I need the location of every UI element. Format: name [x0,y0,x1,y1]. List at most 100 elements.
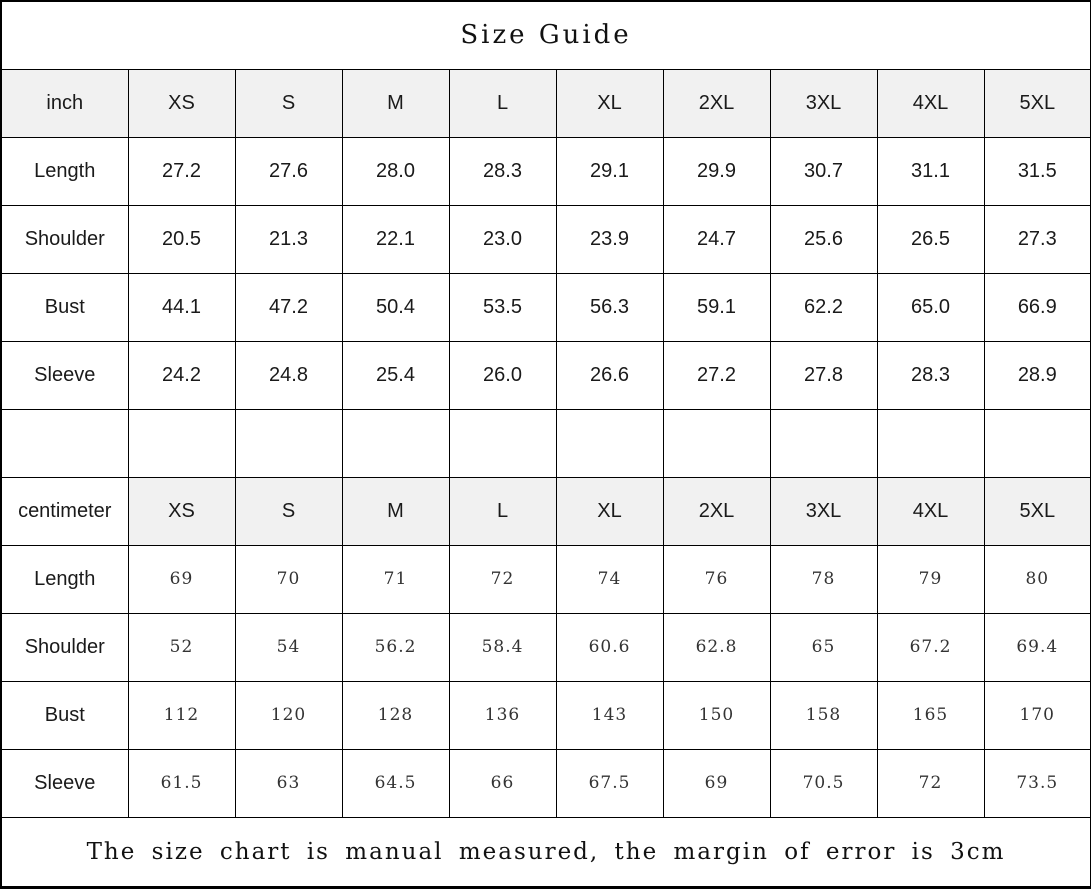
size-value: 62.8 [662,612,771,682]
size-value: 24.7 [662,204,771,274]
size-col-header: M [341,68,450,138]
unit-label-centimeter: centimeter [0,476,129,546]
table-row: Length 27.2 27.6 28.0 28.3 29.1 29.9 30.… [0,136,1091,206]
size-value: 28.9 [983,340,1091,410]
size-value: 165 [876,680,985,750]
size-value: 29.1 [555,136,664,206]
row-label: Shoulder [0,612,129,682]
size-col-header: L [448,68,557,138]
size-value: 24.2 [127,340,236,410]
size-value: 44.1 [127,272,236,342]
size-value: 62.2 [769,272,878,342]
inch-header-row: inch XS S M L XL 2XL 3XL 4XL 5XL [0,68,1091,138]
size-col-header: XS [127,476,236,546]
size-value: 54 [234,612,343,682]
size-value: 80 [983,544,1091,614]
footer-row: The size chart is manual measured, the m… [0,816,1091,888]
size-value: 21.3 [234,204,343,274]
size-value: 31.5 [983,136,1091,206]
size-value: 143 [555,680,664,750]
size-value: 66 [448,748,557,818]
size-value: 56.3 [555,272,664,342]
table-row: Sleeve 24.2 24.8 25.4 26.0 26.6 27.2 27.… [0,340,1091,410]
size-value: 27.2 [127,136,236,206]
size-value: 58.4 [448,612,557,682]
title-row: Size Guide [0,0,1091,70]
size-value: 24.8 [234,340,343,410]
size-col-header: M [341,476,450,546]
table-row: Bust 44.1 47.2 50.4 53.5 56.3 59.1 62.2 … [0,272,1091,342]
empty-cell [769,408,878,478]
size-col-header: 2XL [662,68,771,138]
size-value: 70 [234,544,343,614]
size-value: 65 [769,612,878,682]
size-value: 27.6 [234,136,343,206]
row-label: Bust [0,680,129,750]
size-col-header: 5XL [983,476,1091,546]
size-value: 128 [341,680,450,750]
table-row: Length 69 70 71 72 74 76 78 79 80 [0,544,1091,614]
size-value: 26.5 [876,204,985,274]
size-col-header: XL [555,476,664,546]
size-col-header: 3XL [769,476,878,546]
size-value: 64.5 [341,748,450,818]
size-value: 71 [341,544,450,614]
size-value: 66.9 [983,272,1091,342]
size-value: 31.1 [876,136,985,206]
size-value: 29.9 [662,136,771,206]
size-value: 20.5 [127,204,236,274]
size-value: 27.8 [769,340,878,410]
size-value: 27.2 [662,340,771,410]
size-value: 25.6 [769,204,878,274]
size-col-header: S [234,476,343,546]
empty-cell [983,408,1091,478]
size-value: 26.6 [555,340,664,410]
size-value: 67.5 [555,748,664,818]
size-col-header: XS [127,68,236,138]
size-value: 120 [234,680,343,750]
size-value: 28.3 [448,136,557,206]
size-value: 112 [127,680,236,750]
size-value: 26.0 [448,340,557,410]
size-value: 63 [234,748,343,818]
empty-cell [448,408,557,478]
size-col-header: 2XL [662,476,771,546]
size-value: 53.5 [448,272,557,342]
size-value: 23.9 [555,204,664,274]
size-value: 28.0 [341,136,450,206]
size-value: 30.7 [769,136,878,206]
size-col-header: 3XL [769,68,878,138]
size-value: 74 [555,544,664,614]
size-value: 27.3 [983,204,1091,274]
row-label: Shoulder [0,204,129,274]
empty-cell [662,408,771,478]
size-col-header: 5XL [983,68,1091,138]
size-col-header: XL [555,68,664,138]
centimeter-header-row: centimeter XS S M L XL 2XL 3XL 4XL 5XL [0,476,1091,546]
empty-cell [127,408,236,478]
row-label: Length [0,544,129,614]
size-col-header: 4XL [876,476,985,546]
size-value: 56.2 [341,612,450,682]
size-value: 50.4 [341,272,450,342]
size-value: 69 [127,544,236,614]
row-label: Length [0,136,129,206]
size-value: 60.6 [555,612,664,682]
size-value: 170 [983,680,1091,750]
empty-cell [0,408,129,478]
size-value: 76 [662,544,771,614]
empty-cell [876,408,985,478]
size-value: 28.3 [876,340,985,410]
table-row: Sleeve 61.5 63 64.5 66 67.5 69 70.5 72 7… [0,748,1091,818]
size-value: 67.2 [876,612,985,682]
table-row: Shoulder 52 54 56.2 58.4 60.6 62.8 65 67… [0,612,1091,682]
size-value: 136 [448,680,557,750]
spacer-row [0,408,1091,478]
footer-note: The size chart is manual measured, the m… [0,816,1091,888]
table-row: Shoulder 20.5 21.3 22.1 23.0 23.9 24.7 2… [0,204,1091,274]
empty-cell [555,408,664,478]
row-label: Sleeve [0,340,129,410]
size-value: 79 [876,544,985,614]
